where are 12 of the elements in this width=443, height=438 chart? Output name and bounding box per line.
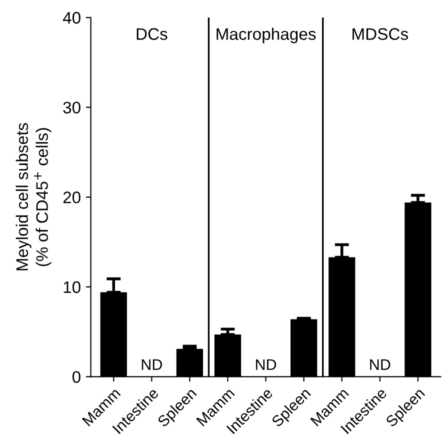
y-axis-title: Meyloid cell subsets (% of CD45$^{+}$ cells) <box>16 123 52 270</box>
y-tick-label: 30 <box>63 102 80 114</box>
text: ND <box>370 359 390 370</box>
y-tick-label: 0 <box>72 371 80 383</box>
text: ND <box>142 359 162 370</box>
y-tick-label: 10 <box>64 281 80 294</box>
annotation: DCs <box>136 28 168 40</box>
y-tick-label: 20 <box>63 192 80 204</box>
text: ND <box>256 359 276 370</box>
annotation: Macrophages <box>216 28 316 44</box>
annotation: MDSCs <box>352 28 408 40</box>
y-tick-label: 40 <box>62 12 80 24</box>
